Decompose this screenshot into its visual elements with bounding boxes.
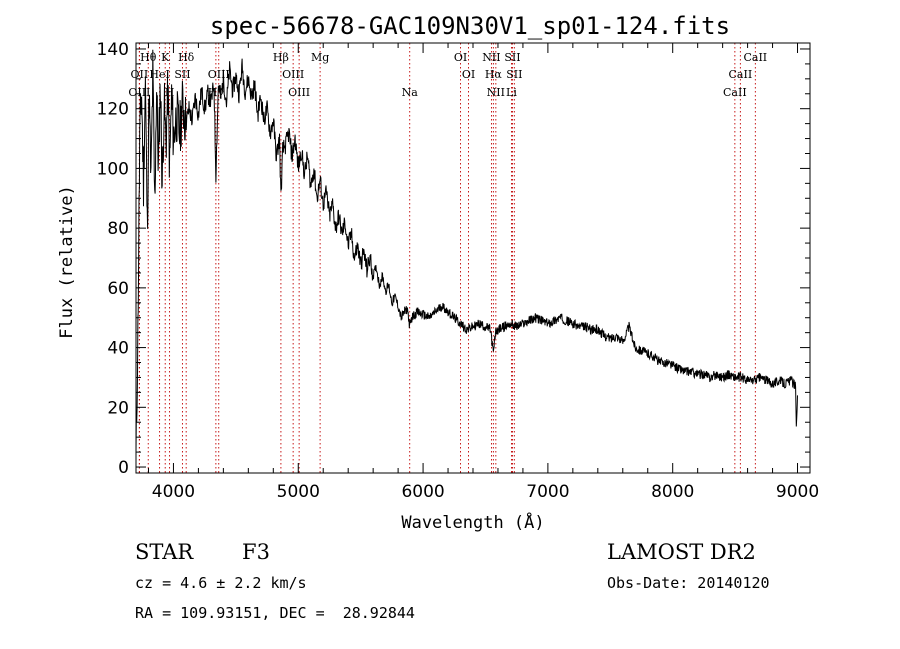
subclass: F3 (242, 540, 270, 564)
observation-date: Obs-Date: 20140120 (607, 574, 770, 592)
survey-label: LAMOST DR2 (607, 540, 756, 564)
x-tick-label: 4000 (152, 482, 195, 502)
spectral-line-label: NII (482, 51, 500, 64)
y-tick-label: 140 (97, 40, 129, 60)
spectral-line-label: OII (131, 68, 149, 81)
spectral-line-label: OIII (128, 86, 150, 99)
object-class: STAR (135, 540, 194, 564)
y-tick-label: 40 (107, 339, 129, 359)
spectral-line-markers (138, 43, 756, 473)
spectral-line-label: OIII (208, 68, 230, 81)
x-axis-label: Wavelength (Å) (401, 511, 544, 533)
spectral-line-label: Hβ (273, 51, 289, 64)
spectral-line-label: H (165, 86, 175, 99)
x-tick-label: 8000 (651, 482, 694, 502)
spectral-line-label: SII (174, 68, 190, 81)
spectral-line-label: OIII (282, 68, 304, 81)
y-tick-label: 20 (107, 398, 129, 418)
spectral-line-label: SII (506, 68, 522, 81)
spectral-line-label: CaII (729, 68, 753, 81)
spectral-line-label: CaII (743, 51, 767, 64)
y-tick-label: 100 (97, 159, 129, 179)
spectral-line-label: Hδ (178, 51, 195, 64)
coordinates: RA = 109.93151, DEC = 28.92844 (135, 604, 415, 622)
spectral-line-label: Li (506, 86, 517, 99)
spectral-line-label: K (161, 51, 170, 64)
series-layer (135, 49, 798, 453)
x-tick-label: 5000 (277, 482, 320, 502)
spectral-line-label: OIII (288, 86, 310, 99)
x-tick-label: 9000 (776, 482, 819, 502)
spectral-line-label: Hγ (208, 86, 225, 99)
spectral-line-label: Na (402, 86, 419, 99)
y-tick-label: 80 (107, 219, 129, 239)
spectral-line-labels: Hθ OII OIII HeI K H SII Hδ OIII Hγ Hβ OIII OIII Mg Na O… (128, 51, 767, 99)
spectral-line-label: OI (454, 51, 467, 64)
y-tick-label: 120 (97, 100, 129, 120)
x-tick-label: 7000 (526, 482, 569, 502)
spectral-line-label: Hθ (140, 51, 157, 64)
x-axis-ticks: 4000 5000 6000 7000 8000 9000 (147, 43, 819, 502)
spectral-line-label: Mg (311, 51, 329, 64)
y-axis-label: Flux (relative) (57, 185, 77, 339)
y-tick-label: 60 (107, 279, 129, 299)
spectral-line-label: NII (487, 86, 505, 99)
series-line-0 (135, 49, 798, 453)
y-tick-label: 0 (118, 458, 129, 478)
spectral-line-label: Hα (485, 68, 503, 81)
plot-frame (135, 42, 811, 474)
x-tick-label: 6000 (401, 482, 444, 502)
spectral-line-label: HeI (149, 68, 169, 81)
redshift-cz: cz = 4.6 ± 2.2 km/s (135, 574, 307, 592)
y-axis-ticks: 0 20 40 60 80 100 120 140 (97, 40, 810, 478)
chart-title: spec-56678-GAC109N30V1_sp01-124.fits (210, 12, 730, 40)
spectral-line-label: CaII (723, 86, 747, 99)
spectral-line-label: OI (462, 68, 475, 81)
spectral-line-label: SII (504, 51, 520, 64)
